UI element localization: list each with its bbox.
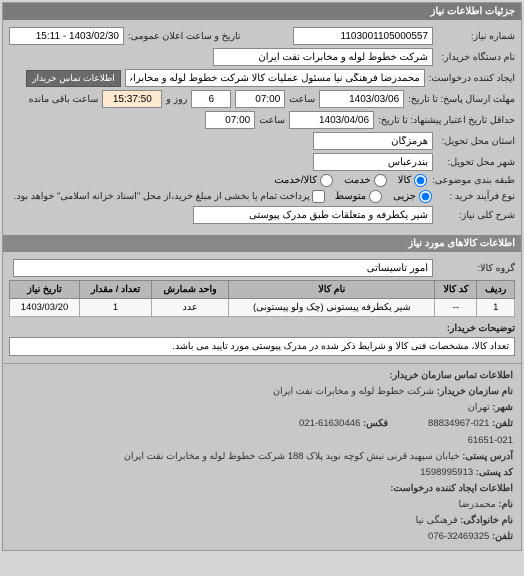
contact-city-value: تهران bbox=[468, 402, 490, 413]
radio-small[interactable]: جزیی bbox=[393, 190, 433, 203]
col-name: نام کالا bbox=[229, 281, 435, 299]
city-label: شهر محل تحویل: bbox=[437, 157, 515, 168]
buyer-device-label: نام دستگاه خریدار: bbox=[437, 52, 515, 63]
addr-value: خیابان سپهبد قرنی نبش کوچه نوید پلاک 188… bbox=[124, 451, 460, 462]
creator-family-value: فرهنگی نیا bbox=[416, 515, 458, 526]
buyer-note-label: توضیحات خریدار: bbox=[447, 323, 515, 334]
post-label: کد پستی: bbox=[476, 467, 513, 478]
validity-label: حداقل تاریخ اعتبار پیشنهاد: تا تاریخ: bbox=[378, 115, 515, 126]
announce-label: تاریخ و ساعت اعلان عمومی: bbox=[128, 31, 241, 42]
radio-kala-khadamat[interactable]: کالا/خدمت bbox=[274, 174, 334, 187]
goods-table: ردیف کد کالا نام کالا واحد شمارش تعداد /… bbox=[9, 280, 515, 317]
org-label: نام سازمان خریدار: bbox=[437, 386, 513, 397]
request-no-field[interactable] bbox=[293, 27, 433, 45]
phone-label: تلفن: bbox=[492, 418, 513, 429]
goods-section-header: اطلاعات کالاهای مورد نیاز bbox=[3, 235, 521, 252]
creator-tel-value: 32469325-076 bbox=[428, 531, 489, 542]
deadline-time-field[interactable] bbox=[235, 90, 285, 108]
request-no-label: شماره نیاز: bbox=[437, 31, 515, 42]
state-field[interactable] bbox=[313, 132, 433, 150]
radio-khadamat[interactable]: خدمت bbox=[344, 174, 388, 187]
goods-group-label: گروه کالا: bbox=[437, 263, 515, 274]
goods-group-field[interactable] bbox=[13, 259, 433, 277]
days-remain-label: روز و bbox=[166, 94, 187, 105]
col-unit: واحد شمارش bbox=[152, 281, 229, 299]
creator-name-label: نام: bbox=[498, 499, 513, 510]
validity-time-field[interactable] bbox=[205, 111, 255, 129]
contact-info-button[interactable]: اطلاعات تماس خریدار bbox=[26, 70, 121, 87]
post-value: 1598995913 bbox=[420, 467, 473, 478]
org-value: شرکت خطوط لوله و مخابرات نفت ایران bbox=[273, 386, 434, 397]
remain-label: ساعت باقی مانده bbox=[29, 94, 99, 105]
col-date: تاریخ نیاز bbox=[10, 281, 80, 299]
time-remain-field bbox=[102, 90, 162, 108]
desc-label: شرح کلی نیاز: bbox=[437, 210, 515, 221]
creator-name-value: محمدرضا bbox=[459, 499, 496, 510]
table-row[interactable]: 1 -- شیر یکطرفه پیستونی (چک ولو پیستونی)… bbox=[10, 299, 515, 317]
radio-mid[interactable]: متوسط bbox=[335, 190, 383, 203]
contact-city-label: شهر: bbox=[492, 402, 513, 413]
col-qty: تعداد / مقدار bbox=[80, 281, 152, 299]
creator-family-label: نام خانوادگی: bbox=[460, 515, 513, 526]
col-code: کد کالا bbox=[435, 281, 477, 299]
fax2-value: 61651-021 bbox=[468, 435, 513, 446]
treasury-checkbox[interactable]: پرداخت تمام یا بخشی از مبلغ خرید،از محل … bbox=[14, 190, 325, 203]
buyer-note-box: تعداد کالا، مشخصات فنی کالا و شرایط ذکر … bbox=[9, 337, 515, 356]
deadline-label: مهلت ارسال پاسخ: تا تاریخ: bbox=[408, 94, 515, 105]
creator-label: ایجاد کننده درخواست: bbox=[429, 73, 515, 84]
creator-info-header: اطلاعات ایجاد کننده درخواست: bbox=[390, 483, 513, 494]
bundle-label: طبقه بندی موضوعی: bbox=[432, 175, 515, 186]
purchase-proc-label: نوع فرآیند خرید : bbox=[437, 191, 515, 202]
time-label-1: ساعت bbox=[289, 94, 315, 105]
radio-kala[interactable]: کالا bbox=[398, 174, 429, 187]
panel-header: جزئیات اطلاعات نیاز bbox=[3, 3, 521, 20]
buyer-device-field[interactable] bbox=[213, 48, 433, 66]
fax-label: فکس: bbox=[363, 418, 388, 429]
addr-label: آدرس پستی: bbox=[462, 451, 513, 462]
contact-header: اطلاعات تماس سازمان خریدار: bbox=[390, 370, 513, 381]
time-label-2: ساعت bbox=[259, 115, 285, 126]
phone-value: 021-88834967 bbox=[428, 418, 489, 429]
state-label: استان محل تحویل: bbox=[437, 136, 515, 147]
days-remain-field bbox=[191, 90, 231, 108]
city-field[interactable] bbox=[313, 153, 433, 171]
creator-field[interactable] bbox=[125, 69, 425, 87]
col-row: ردیف bbox=[477, 281, 515, 299]
validity-date-field[interactable] bbox=[289, 111, 374, 129]
announce-field[interactable] bbox=[9, 27, 124, 45]
fax-value: 61630446-021 bbox=[299, 418, 360, 429]
deadline-date-field[interactable] bbox=[319, 90, 404, 108]
creator-tel-label: تلفن: bbox=[492, 531, 513, 542]
desc-field[interactable] bbox=[193, 206, 433, 224]
